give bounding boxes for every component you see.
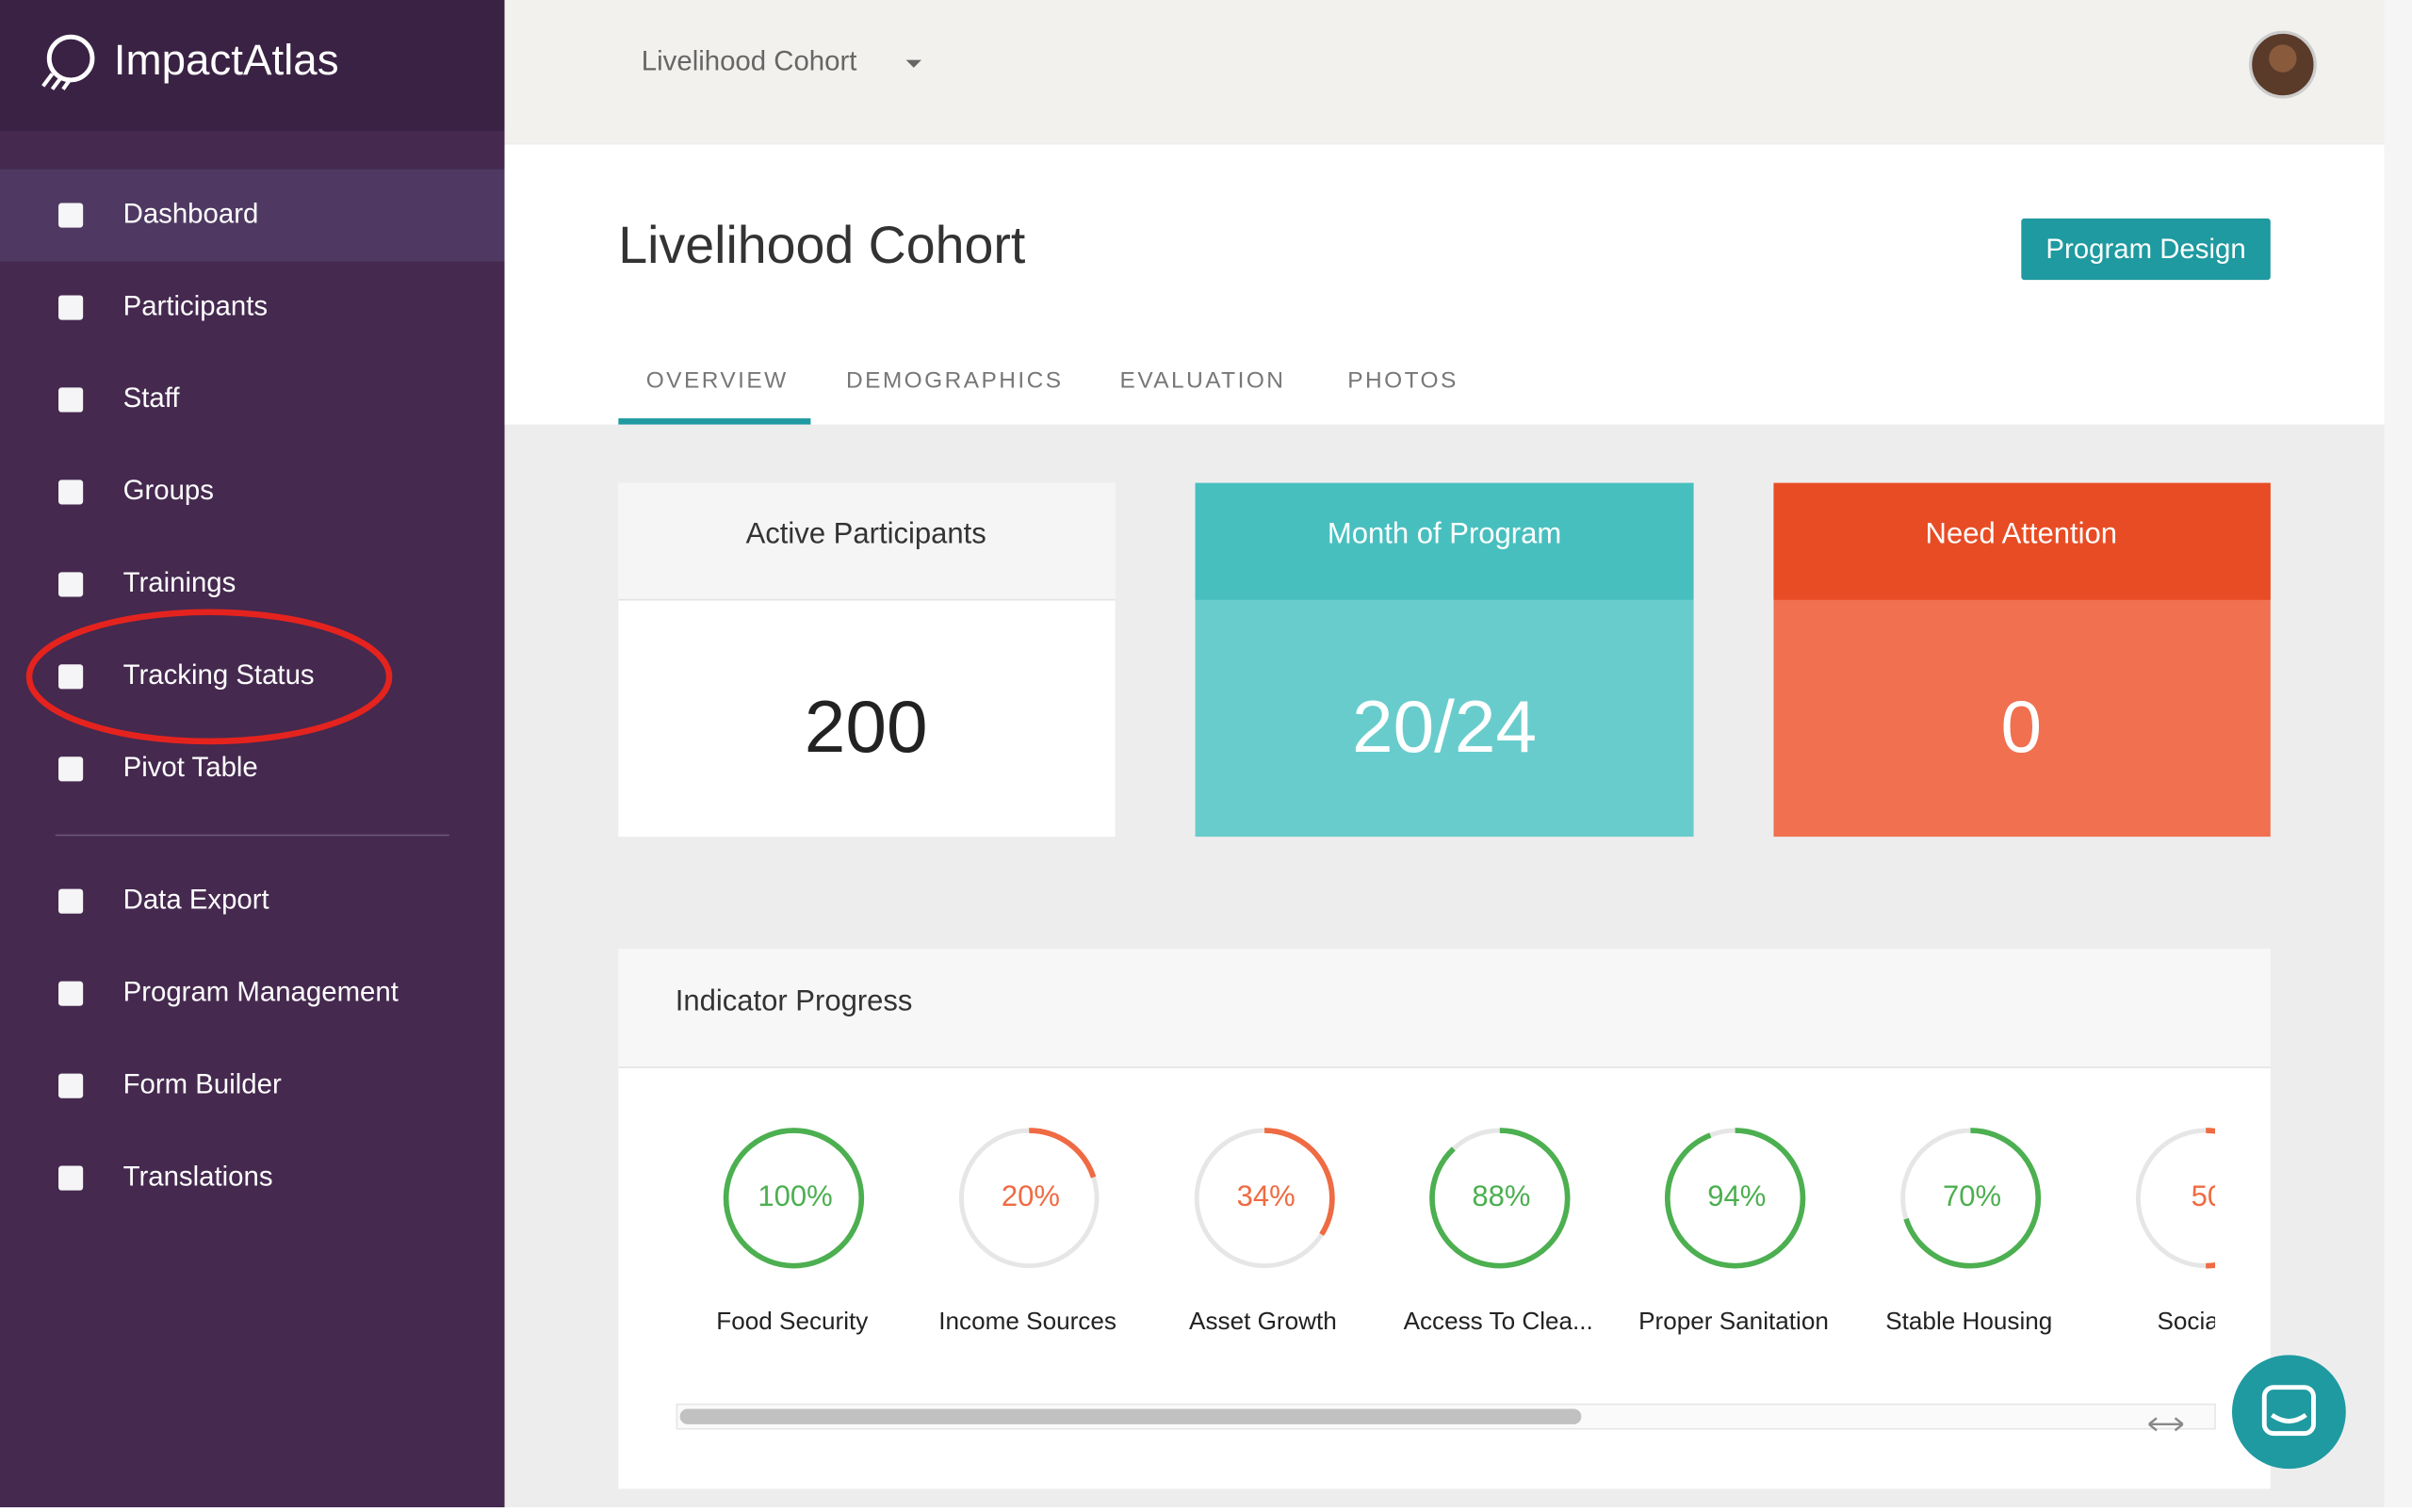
window-scrollbar bbox=[2384, 0, 2412, 1507]
card-title: Active Participants bbox=[746, 516, 986, 549]
sidebar-nav: Dashboard Participants Staff Groups Training… bbox=[58, 198, 399, 1192]
nav-icon[interactable] bbox=[58, 387, 84, 413]
tab[interactable]: DEMOGRAPHICS bbox=[846, 367, 1064, 393]
button-label[interactable]: Program Design bbox=[2045, 234, 2245, 265]
active-nav-highlight bbox=[0, 169, 505, 262]
nav-icon[interactable] bbox=[58, 203, 84, 228]
indicator-label: Food Security bbox=[716, 1307, 868, 1335]
indicator-label: Asset Growth bbox=[1189, 1307, 1337, 1335]
ring-progress bbox=[1429, 1128, 1571, 1269]
chat-icon-smile bbox=[2270, 1413, 2307, 1424]
nav-icon[interactable] bbox=[58, 664, 84, 690]
avatar-face bbox=[2269, 44, 2297, 73]
nav-icon[interactable] bbox=[58, 1073, 84, 1098]
nav-item[interactable]: Dashboard bbox=[123, 198, 259, 229]
tab[interactable]: PHOTOS bbox=[1347, 367, 1459, 393]
ring-value: 70% bbox=[1943, 1179, 2001, 1212]
indicator-label: Proper Sanitation bbox=[1638, 1307, 1829, 1335]
indicator-label: Access To Clea... bbox=[1404, 1307, 1593, 1335]
top-bar bbox=[504, 0, 2385, 143]
nav-item[interactable]: Tracking Status bbox=[123, 659, 315, 691]
card-value: 200 bbox=[805, 685, 928, 768]
card-header bbox=[618, 482, 1116, 600]
nav-item[interactable]: Translations bbox=[123, 1161, 273, 1192]
nav-icon[interactable] bbox=[58, 1165, 84, 1191]
program-design-button[interactable] bbox=[2021, 218, 2271, 281]
highlight-annotation bbox=[25, 609, 393, 745]
ring-value: 50 bbox=[2192, 1179, 2224, 1212]
nav-icon[interactable] bbox=[58, 981, 84, 1006]
nav-item[interactable]: Form Builder bbox=[123, 1068, 282, 1099]
nav-item[interactable]: Trainings bbox=[123, 567, 236, 598]
nav-icon[interactable] bbox=[58, 572, 84, 597]
app-name: ImpactAtlas bbox=[114, 36, 339, 84]
nav-item[interactable]: Program Management bbox=[123, 976, 399, 1007]
tab[interactable]: EVALUATION bbox=[1120, 367, 1286, 393]
tab[interactable]: OVERVIEW bbox=[646, 367, 789, 393]
active-tab-indicator bbox=[618, 418, 811, 425]
ring-value: 34% bbox=[1237, 1179, 1296, 1212]
indicator-label: Income Sources bbox=[938, 1307, 1116, 1335]
ring-progress bbox=[958, 1128, 1100, 1269]
ring-progress bbox=[723, 1128, 865, 1269]
chat-icon bbox=[2261, 1385, 2316, 1437]
scroll-hint-icon bbox=[2148, 1417, 2184, 1432]
card-title: Need Attention bbox=[1926, 516, 2117, 549]
indicator-list: 100% Food Security 20% Income Sources 34% Ass… bbox=[716, 1128, 2252, 1335]
ring-progress bbox=[1664, 1128, 1806, 1269]
page-header bbox=[504, 144, 2385, 425]
nav-icon[interactable] bbox=[58, 480, 84, 505]
nav-icon[interactable] bbox=[58, 756, 84, 782]
ring-progress bbox=[2135, 1128, 2216, 1269]
card-header bbox=[1195, 482, 1694, 600]
nav-icon[interactable] bbox=[58, 295, 84, 320]
ring-value: 94% bbox=[1707, 1179, 1766, 1212]
indicator-label: Social In bbox=[2158, 1307, 2252, 1335]
nav-item[interactable]: Participants bbox=[123, 290, 268, 321]
ring-progress bbox=[1194, 1128, 1335, 1269]
dropdown-arrow[interactable] bbox=[905, 59, 921, 68]
nav-item[interactable]: Pivot Table bbox=[123, 752, 258, 783]
ring-value: 88% bbox=[1472, 1179, 1530, 1212]
logo-bar bbox=[0, 0, 505, 131]
panel-header bbox=[618, 949, 2271, 1068]
page-title: Livelihood Cohort bbox=[618, 216, 1026, 274]
tabs: OVERVIEW DEMOGRAPHICS EVALUATION PHOTOS bbox=[646, 367, 1459, 393]
nav-item[interactable]: Groups bbox=[123, 475, 214, 506]
panel-title: Indicator Progress bbox=[676, 984, 913, 1017]
nav-icon[interactable] bbox=[58, 888, 84, 914]
chat-button[interactable] bbox=[2231, 1355, 2346, 1470]
nav-item[interactable]: Data Export bbox=[123, 885, 269, 916]
card-header bbox=[1773, 482, 2271, 600]
scroll-thumb[interactable] bbox=[679, 1408, 1582, 1424]
card-title: Month of Program bbox=[1328, 516, 1561, 549]
indicator-label: Stable Housing bbox=[1885, 1307, 2052, 1335]
ring-value: 100% bbox=[758, 1179, 832, 1212]
nav-item[interactable]: Staff bbox=[123, 382, 181, 414]
ring-value: 20% bbox=[1002, 1179, 1060, 1212]
logo-marks bbox=[41, 73, 73, 90]
card-value: 0 bbox=[2001, 685, 2043, 768]
cohort-selector[interactable]: Livelihood Cohort bbox=[642, 46, 857, 77]
card-value: 20/24 bbox=[1352, 685, 1537, 768]
